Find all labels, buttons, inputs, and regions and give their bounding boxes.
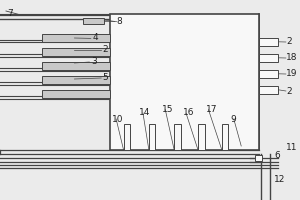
Text: 2: 2 [286,86,292,96]
Bar [42,90,110,98]
Text: 8: 8 [116,17,122,25]
Bar [42,34,110,42]
Text: 2: 2 [286,38,292,46]
Bar [42,76,110,84]
Text: 10: 10 [112,114,123,123]
Text: 4: 4 [92,32,98,42]
Bar [259,54,278,62]
Text: 3: 3 [91,56,97,66]
Text: 16: 16 [183,108,195,117]
Text: 11: 11 [286,142,297,152]
Bar [124,124,130,150]
Bar [259,86,278,94]
Bar [255,155,262,161]
Text: 18: 18 [286,53,297,62]
Bar [42,48,110,56]
Bar [198,124,205,150]
Bar [259,70,278,78]
Text: 14: 14 [139,108,150,117]
Text: 5: 5 [103,72,109,82]
Bar [259,38,278,46]
Text: 9: 9 [231,114,236,123]
Text: 15: 15 [162,105,174,114]
Text: 6: 6 [274,150,280,160]
Text: 17: 17 [206,105,217,114]
Bar [83,18,104,24]
Text: 7: 7 [8,8,13,18]
Text: 19: 19 [286,70,297,78]
Bar [149,124,155,150]
Bar [222,124,228,150]
Text: 12: 12 [274,174,285,184]
Text: 2: 2 [103,45,108,53]
Bar [110,14,259,150]
Bar [42,62,110,70]
Bar [174,124,181,150]
